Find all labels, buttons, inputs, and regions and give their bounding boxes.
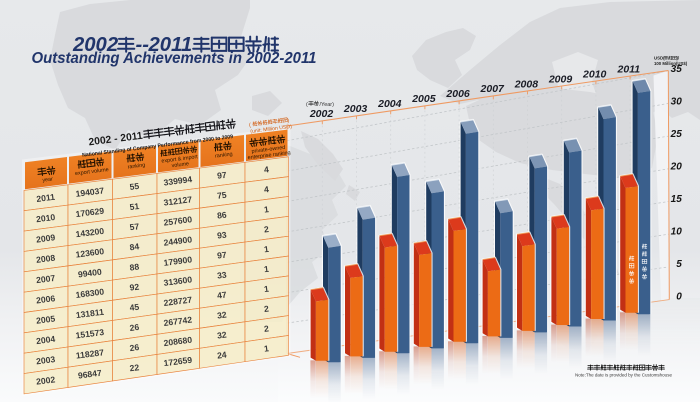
svg-text:84: 84 (129, 241, 140, 252)
svg-text:2002: 2002 (72, 34, 119, 56)
svg-text:Outstanding Achievements in 20: Outstanding Achievements in 2002-2011 (32, 50, 317, 67)
svg-text:2009: 2009 (36, 232, 56, 244)
svg-text:(unit: Million USD): (unit: Million USD) (250, 124, 292, 135)
svg-text:22: 22 (129, 362, 140, 373)
svg-text:2004: 2004 (377, 98, 402, 110)
svg-text:0: 0 (676, 292, 682, 303)
svg-text:10: 10 (671, 227, 683, 238)
svg-text:35: 35 (671, 64, 683, 75)
svg-text:2003: 2003 (343, 103, 368, 115)
svg-text:55: 55 (129, 181, 140, 192)
svg-text:year: year (42, 176, 53, 183)
svg-text:2010: 2010 (582, 68, 607, 80)
svg-text:2004: 2004 (36, 334, 56, 346)
svg-text:313600: 313600 (163, 274, 193, 287)
svg-text:123600: 123600 (75, 246, 105, 259)
svg-text:93: 93 (216, 230, 227, 241)
svg-text:100 Million(US$): 100 Million(US$) (654, 61, 688, 66)
svg-text:): ) (287, 118, 290, 124)
svg-text:96847: 96847 (77, 368, 102, 381)
svg-text:1: 1 (263, 204, 269, 215)
svg-text:20: 20 (670, 162, 683, 173)
svg-text:208680: 208680 (163, 335, 193, 348)
svg-text:30: 30 (671, 97, 683, 108)
svg-text:97: 97 (216, 170, 227, 181)
svg-text:172659: 172659 (163, 355, 193, 368)
svg-text:2007: 2007 (36, 273, 56, 285)
svg-text:118287: 118287 (75, 347, 104, 360)
svg-text:92: 92 (129, 282, 140, 293)
svg-text:2: 2 (263, 303, 269, 314)
svg-text:2011: 2011 (617, 63, 641, 75)
svg-text:312127: 312127 (163, 194, 193, 207)
svg-text:2008: 2008 (36, 253, 56, 265)
svg-text:2011: 2011 (36, 192, 56, 204)
svg-text:26: 26 (129, 342, 140, 353)
svg-text:ranking: ranking (127, 162, 145, 170)
svg-text:4: 4 (263, 184, 269, 195)
svg-text:86: 86 (216, 210, 227, 221)
svg-text:export & import: export & import (161, 154, 199, 165)
svg-text:179900: 179900 (163, 254, 193, 267)
svg-text:75: 75 (216, 190, 227, 201)
svg-text:1: 1 (263, 284, 269, 295)
svg-text:export volume: export volume (75, 167, 109, 177)
svg-text:194037: 194037 (75, 185, 105, 198)
svg-text:51: 51 (129, 201, 140, 212)
svg-text:2009: 2009 (548, 73, 573, 85)
svg-text:131811: 131811 (75, 307, 104, 320)
svg-text:2011: 2011 (148, 34, 193, 56)
svg-text:168300: 168300 (75, 286, 105, 299)
svg-text:USD(: USD( (654, 56, 665, 61)
svg-text:32: 32 (216, 329, 227, 340)
svg-text:2008: 2008 (514, 78, 539, 90)
svg-text:99400: 99400 (77, 267, 102, 280)
svg-text:1: 1 (263, 264, 269, 275)
svg-text:2003: 2003 (36, 354, 56, 366)
svg-text:5: 5 (676, 259, 682, 270)
svg-text:24: 24 (216, 349, 227, 360)
svg-text:2007: 2007 (480, 83, 506, 95)
svg-text:1: 1 (263, 343, 269, 354)
svg-text:257600: 257600 (163, 214, 193, 227)
svg-text:143200: 143200 (75, 226, 105, 239)
svg-text:volume: volume (171, 161, 189, 169)
svg-text:2002: 2002 (309, 108, 334, 120)
svg-text:45: 45 (129, 302, 140, 313)
svg-text:2005: 2005 (411, 93, 436, 105)
svg-text:15: 15 (671, 194, 683, 205)
svg-text:170629: 170629 (75, 206, 105, 219)
svg-text:ranking: ranking (215, 151, 233, 159)
svg-text:4: 4 (263, 164, 269, 175)
svg-text:private-owned: private-owned (251, 145, 285, 155)
svg-text:2: 2 (263, 224, 269, 235)
svg-text:2006: 2006 (36, 293, 56, 305)
svg-text:)/: )/ (677, 56, 680, 61)
svg-text:2006: 2006 (445, 88, 470, 100)
svg-text:1: 1 (263, 244, 269, 255)
svg-text:Note:The date is provided by t: Note:The date is provided by the Customs… (575, 373, 672, 379)
svg-text:/Year): /Year) (320, 102, 335, 108)
svg-text:(: ( (249, 123, 252, 129)
svg-text:151573: 151573 (75, 327, 105, 340)
svg-text:88: 88 (129, 261, 140, 272)
svg-text:97: 97 (216, 250, 227, 261)
svg-text:--: -- (136, 34, 150, 56)
svg-text:2010: 2010 (36, 212, 56, 224)
svg-text:25: 25 (670, 129, 683, 140)
svg-text:2002: 2002 (36, 374, 56, 386)
svg-text:2005: 2005 (36, 313, 56, 325)
svg-text:244900: 244900 (163, 234, 193, 247)
svg-text:267742: 267742 (163, 314, 193, 327)
svg-text:339994: 339994 (163, 174, 193, 187)
svg-text:47: 47 (216, 289, 227, 300)
svg-text:enterprise ranking: enterprise ranking (247, 150, 291, 161)
svg-text:2: 2 (263, 323, 269, 334)
svg-text:(: ( (306, 102, 308, 108)
svg-text:228727: 228727 (163, 294, 193, 307)
svg-text:32: 32 (216, 309, 227, 320)
svg-text:33: 33 (216, 270, 227, 281)
svg-text:57: 57 (129, 221, 140, 232)
svg-text:26: 26 (129, 322, 140, 333)
